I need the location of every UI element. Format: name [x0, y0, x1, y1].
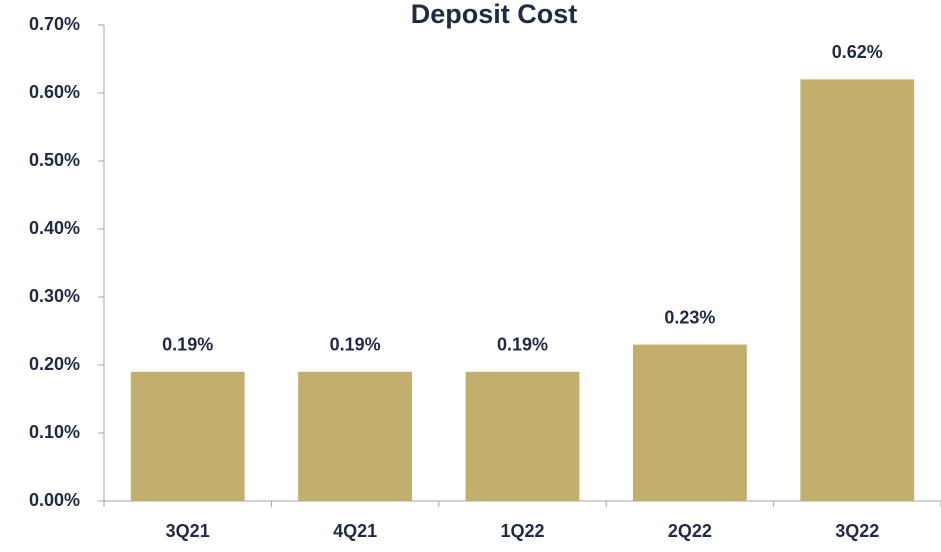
bar	[130, 371, 245, 501]
x-tick-label: 2Q22	[668, 521, 712, 541]
y-tick-label: 0.50%	[29, 150, 80, 170]
y-tick-label: 0.00%	[29, 490, 80, 510]
data-label: 0.62%	[832, 42, 883, 62]
x-tick-label: 4Q21	[333, 521, 377, 541]
y-tick-label: 0.30%	[29, 286, 80, 306]
y-tick-label: 0.40%	[29, 218, 80, 238]
y-tick-label: 0.10%	[29, 422, 80, 442]
y-tick-label: 0.70%	[29, 14, 80, 34]
bar	[632, 344, 747, 501]
y-tick-label: 0.20%	[29, 354, 80, 374]
data-label: 0.19%	[497, 335, 548, 355]
x-tick-label: 3Q21	[166, 521, 210, 541]
x-tick-label: 1Q22	[500, 521, 544, 541]
y-tick-label: 0.60%	[29, 82, 80, 102]
bar	[465, 371, 580, 501]
data-label: 0.19%	[330, 335, 381, 355]
bar	[800, 79, 915, 502]
data-label: 0.23%	[664, 307, 715, 327]
x-tick-label: 3Q22	[835, 521, 879, 541]
chart-title: Deposit Cost	[411, 0, 578, 29]
data-label: 0.19%	[162, 335, 213, 355]
bar	[298, 371, 413, 501]
